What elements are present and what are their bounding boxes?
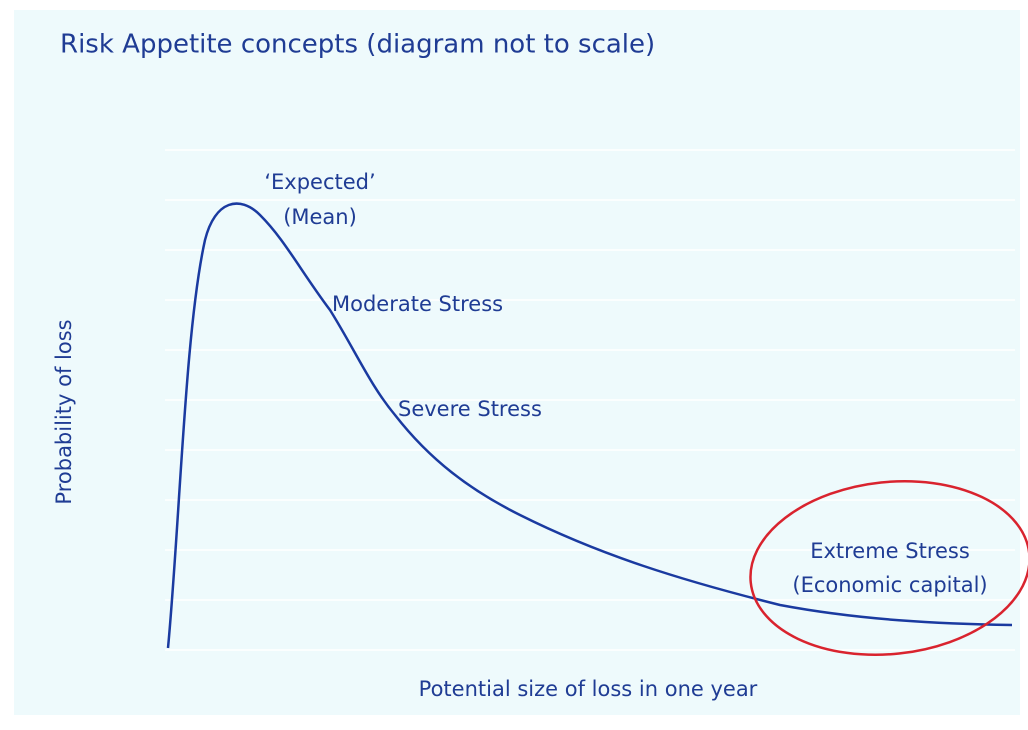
y-axis-label: Probability of loss [52,319,76,504]
annotation: ‘Expected’ [264,170,375,194]
panel [14,10,1020,715]
annotation: Extreme Stress [810,539,970,563]
annotation: Moderate Stress [332,292,503,316]
annotation: Severe Stress [398,397,542,421]
x-axis-label: Potential size of loss in one year [419,677,758,701]
annotation: (Mean) [283,205,357,229]
title: Risk Appetite concepts (diagram not to s… [60,30,655,60]
guide-lines [165,149,1015,651]
highlight-ellipse [749,479,1028,657]
loss-curve [166,202,1013,649]
annotation: (Economic capital) [792,573,987,597]
